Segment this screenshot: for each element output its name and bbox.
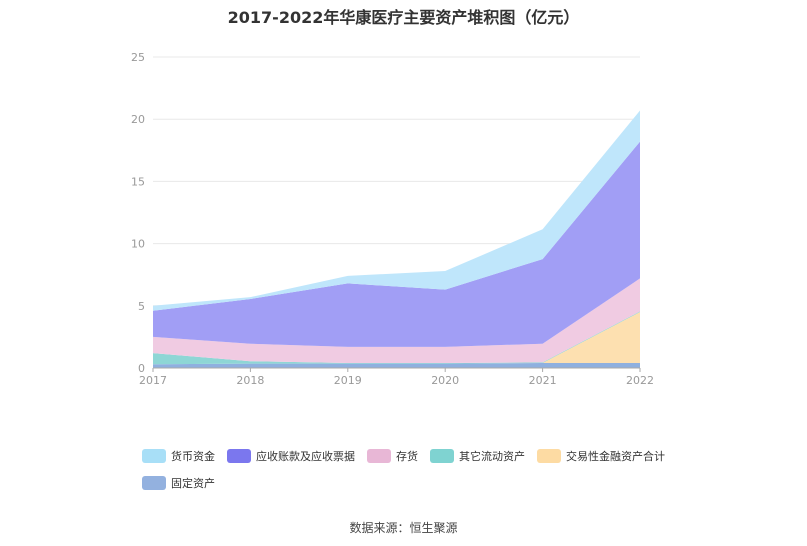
x-tick-label: 2022: [626, 374, 654, 387]
legend-label: 货币资金: [171, 450, 215, 463]
legend: 货币资金 应收账款及应收票据 存货 其它流动资产 交易性金融资产合计固定资产: [142, 448, 702, 502]
legend-label: 应收账款及应收票据: [256, 450, 355, 463]
area-series-5: [153, 110, 640, 311]
x-tick-label: 2018: [236, 374, 264, 387]
legend-item[interactable]: 货币资金: [142, 449, 215, 463]
x-tick-label: 2021: [529, 374, 557, 387]
x-tick-label: 2020: [431, 374, 459, 387]
legend-swatch: [142, 476, 166, 490]
legend-label: 固定资产: [171, 477, 215, 490]
x-tick-label: 2019: [334, 374, 362, 387]
y-tick-label: 15: [131, 175, 145, 188]
legend-item[interactable]: 交易性金融资产合计: [537, 449, 665, 463]
area-series-4: [153, 141, 640, 347]
y-tick-label: 0: [138, 362, 145, 375]
source-note: 数据来源：恒生聚源: [349, 521, 458, 535]
legend-label: 存货: [396, 450, 418, 463]
legend-label: 交易性金融资产合计: [566, 450, 665, 463]
legend-label: 其它流动资产: [459, 450, 525, 463]
area-series-0: [153, 363, 640, 368]
axes: 0 5 10 15 20 25 2017 2018 2019 2020 2021 2022: [131, 51, 654, 387]
y-tick-label: 20: [131, 113, 145, 126]
y-tick-label: 25: [131, 51, 145, 64]
y-tick-label: 10: [131, 238, 145, 251]
legend-item[interactable]: 固定资产: [142, 476, 215, 490]
legend-swatch: [227, 449, 251, 463]
y-tick-label: 5: [138, 300, 145, 313]
legend-swatch: [367, 449, 391, 463]
area-series-1: [153, 312, 640, 365]
legend-swatch: [430, 449, 454, 463]
legend-item[interactable]: 存货: [367, 449, 418, 463]
area-series: [153, 110, 640, 368]
x-tick-label: 2017: [139, 374, 167, 387]
legend-item[interactable]: 应收账款及应收票据: [227, 449, 355, 463]
chart-title: 2017-2022年华康医疗主要资产堆积图（亿元）: [227, 8, 580, 27]
area-series-3: [153, 278, 640, 363]
legend-swatch: [537, 449, 561, 463]
area-series-2: [153, 311, 640, 365]
legend-swatch: [142, 449, 166, 463]
legend-item[interactable]: 其它流动资产: [430, 449, 525, 463]
